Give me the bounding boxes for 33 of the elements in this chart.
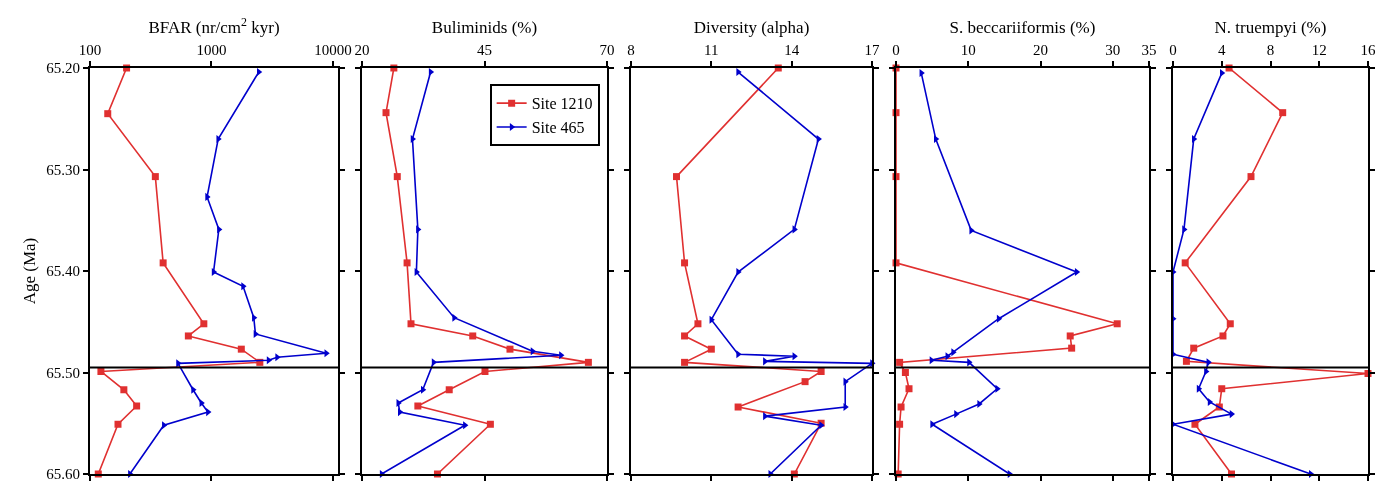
legend-label: Site 465 <box>531 119 585 137</box>
x-tick-label: 8 <box>1266 42 1275 58</box>
x-axis-title: S. beccariiformis (%) <box>949 18 1096 38</box>
y-tick-label: 65.60 <box>46 466 80 483</box>
x-tick-label: 1000 <box>196 42 227 58</box>
x-axis-title: N. truempyi (%) <box>1214 18 1327 38</box>
x-tick-label: 100 <box>78 42 102 58</box>
x-tick-label: 4 <box>1218 42 1226 58</box>
x-tick-label: 20 <box>1033 42 1049 58</box>
x-tick-label: 35 <box>1141 42 1157 58</box>
x-tick-label: 11 <box>704 42 719 58</box>
x-tick-label: 0 <box>892 42 900 58</box>
x-axis-title: BFAR (nr/cm$^{2}$ kyr) <box>148 14 280 38</box>
x-tick-label: 10 <box>960 42 976 58</box>
legend-label: Site 1210 <box>531 95 593 113</box>
x-tick-label: 12 <box>1311 42 1327 58</box>
y-axis-title: Age (Ma) <box>20 237 40 305</box>
x-tick-label: 14 <box>784 42 800 58</box>
x-tick-label: 45 <box>477 42 492 58</box>
x-tick-label: 30 <box>1105 42 1121 58</box>
x-axis-title: Buliminids (%) <box>431 18 538 38</box>
x-tick-label: 16 <box>1360 42 1376 58</box>
y-tick-label: 65.40 <box>46 263 80 280</box>
x-tick-label: 8 <box>627 42 635 58</box>
x-tick-label: 20 <box>354 42 370 58</box>
y-tick-label: 65.50 <box>46 364 80 381</box>
x-tick-label: 10000 <box>314 42 352 58</box>
x-axis-title: Diversity (alpha) <box>693 18 810 38</box>
y-tick-label: 65.30 <box>46 161 80 178</box>
x-tick-label: 17 <box>864 42 880 58</box>
y-tick-label: 65.20 <box>46 60 80 77</box>
x-tick-label: 0 <box>1169 42 1177 58</box>
x-tick-label: 70 <box>599 42 615 58</box>
